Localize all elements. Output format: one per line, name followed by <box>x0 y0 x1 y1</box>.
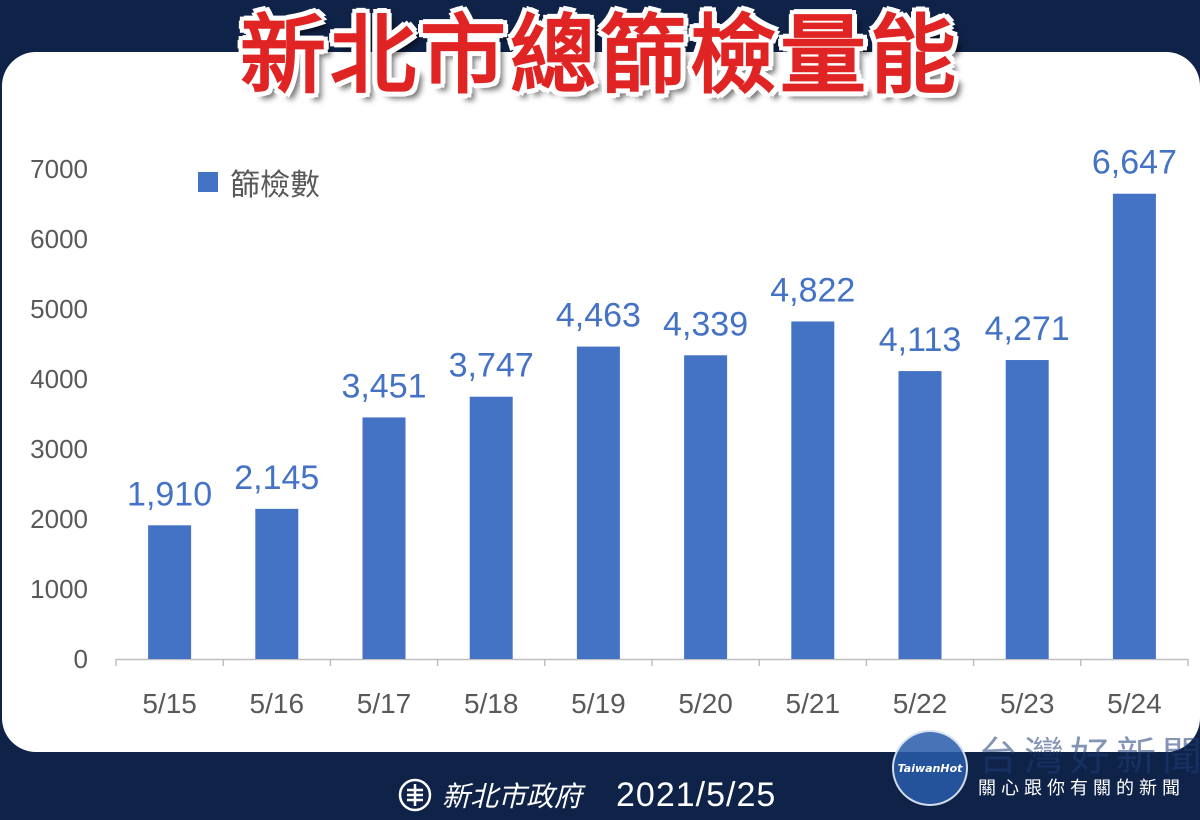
news-logo-text: TaiwanHot <box>897 761 963 775</box>
legend-label: 篩檢數 <box>230 168 320 203</box>
data-label: 4,463 <box>556 297 641 335</box>
news-name: 台灣好新聞 <box>978 734 1200 780</box>
y-tick-label: 7000 <box>30 154 88 184</box>
y-tick-label: 5000 <box>30 294 88 324</box>
x-tick-label: 5/15 <box>142 688 197 719</box>
x-tick-label: 5/18 <box>464 688 519 719</box>
data-label: 1,910 <box>127 475 212 513</box>
y-tick-label: 2000 <box>30 504 88 534</box>
data-label: 6,647 <box>1092 144 1177 182</box>
organization-name: 新北市政府 <box>442 780 583 813</box>
y-tick-label: 4000 <box>30 364 88 394</box>
y-tick-label: 0 <box>74 644 88 674</box>
news-watermark: TaiwanHot 台灣好新聞 關心跟你有關的新聞 <box>892 728 1200 808</box>
data-label: 4,113 <box>879 321 962 359</box>
news-logo-icon: TaiwanHot <box>892 730 968 806</box>
bar-5-15 <box>148 525 192 659</box>
data-label: 2,145 <box>234 459 319 497</box>
bar-5-19 <box>576 346 620 659</box>
y-tick-label: 6000 <box>30 224 88 254</box>
bar-5-23 <box>1005 360 1049 659</box>
x-tick-label: 5/24 <box>1107 688 1162 719</box>
x-tick-label: 5/16 <box>250 688 305 719</box>
government-logo-icon <box>398 778 432 812</box>
x-tick-label: 5/22 <box>893 688 948 719</box>
y-tick-label: 1000 <box>30 574 88 604</box>
data-label: 4,339 <box>663 305 748 343</box>
data-label: 3,747 <box>449 347 534 385</box>
data-label: 4,822 <box>770 271 855 309</box>
x-tick-label: 5/20 <box>678 688 733 719</box>
y-tick-label: 3000 <box>30 434 88 464</box>
footer: 新北市政府 2021/5/25 <box>398 772 776 818</box>
x-tick-label: 5/23 <box>1000 688 1055 719</box>
bar-5-22 <box>898 371 942 659</box>
x-tick-label: 5/21 <box>786 688 841 719</box>
legend-swatch <box>198 172 218 192</box>
bar-5-18 <box>469 396 513 659</box>
x-tick-label: 5/17 <box>357 688 412 719</box>
page-title: 新北市總篩檢量能 <box>240 6 960 106</box>
data-label: 3,451 <box>341 367 426 405</box>
bar-5-17 <box>362 417 406 659</box>
bar-5-20 <box>684 355 728 659</box>
bar-5-21 <box>791 321 835 659</box>
chart-legend: 篩檢數 <box>198 160 320 204</box>
bar-5-24 <box>1112 193 1156 659</box>
bar-5-16 <box>255 508 299 659</box>
x-tick-label: 5/19 <box>571 688 626 719</box>
news-subtitle: 關心跟你有關的新聞 <box>978 778 1185 799</box>
data-label: 4,271 <box>985 310 1070 348</box>
publish-date: 2021/5/25 <box>616 775 777 814</box>
